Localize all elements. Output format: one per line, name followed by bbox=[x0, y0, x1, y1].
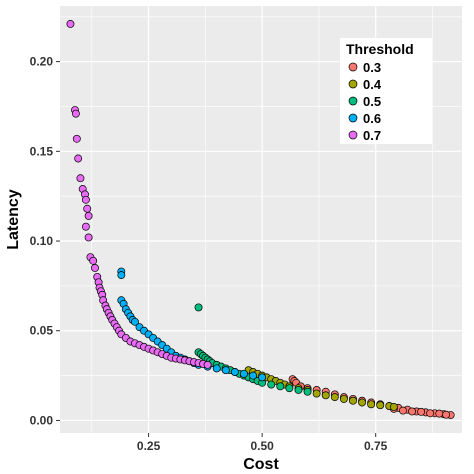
legend-items: 0.3 0.4 0.5 0.6 0.7 bbox=[348, 60, 382, 143]
data-point bbox=[435, 409, 444, 418]
legend-key bbox=[348, 79, 358, 89]
data-point bbox=[130, 317, 139, 326]
data-point bbox=[358, 398, 367, 407]
legend: Threshold 0.3 0.4 0.5 0.6 0.7 bbox=[340, 38, 432, 144]
data-point bbox=[367, 400, 376, 409]
data-point bbox=[72, 134, 81, 143]
data-point bbox=[258, 373, 267, 382]
x-tick-label: 0.50 bbox=[250, 439, 274, 453]
x-axis-ticks: 0.25 0.50 0.75 bbox=[137, 433, 388, 453]
data-point bbox=[417, 407, 426, 416]
y-tick-label: 0.20 bbox=[30, 55, 54, 69]
data-point bbox=[117, 271, 126, 280]
data-point bbox=[276, 382, 285, 391]
data-point bbox=[339, 394, 348, 403]
data-point bbox=[212, 364, 221, 373]
data-point bbox=[426, 409, 435, 418]
data-point bbox=[66, 19, 75, 28]
data-point bbox=[203, 360, 212, 369]
data-points bbox=[66, 19, 455, 420]
data-point bbox=[76, 174, 85, 183]
y-tick-label: 0.10 bbox=[30, 234, 54, 248]
y-axis-ticks: 0.00 0.05 0.10 0.15 0.20 bbox=[30, 55, 60, 427]
data-point bbox=[89, 256, 98, 265]
x-tick-label: 0.25 bbox=[137, 439, 161, 453]
data-point bbox=[285, 384, 294, 393]
legend-title: Threshold bbox=[346, 41, 414, 57]
legend-label: 0.6 bbox=[363, 111, 381, 126]
data-point bbox=[267, 380, 276, 389]
data-point bbox=[303, 387, 312, 396]
data-point bbox=[81, 195, 90, 204]
data-point bbox=[91, 263, 99, 272]
data-point bbox=[221, 366, 230, 375]
legend-key bbox=[348, 113, 358, 123]
data-point bbox=[71, 109, 80, 118]
legend-key bbox=[348, 130, 358, 140]
y-tick-label: 0.00 bbox=[30, 413, 54, 427]
data-point bbox=[249, 371, 258, 380]
data-point bbox=[230, 368, 239, 376]
legend-label: 0.5 bbox=[363, 94, 381, 109]
data-point bbox=[81, 222, 90, 231]
data-point bbox=[376, 401, 385, 410]
grid-lines bbox=[60, 6, 462, 433]
data-point bbox=[398, 406, 407, 415]
legend-box bbox=[340, 38, 432, 144]
data-point bbox=[408, 407, 416, 416]
data-point bbox=[194, 303, 203, 312]
data-point bbox=[349, 396, 357, 405]
y-tick-label: 0.15 bbox=[30, 144, 54, 158]
data-point bbox=[330, 393, 339, 402]
y-axis-title: Latency bbox=[5, 189, 22, 250]
data-point bbox=[294, 385, 303, 394]
data-point bbox=[84, 211, 93, 220]
legend-label: 0.4 bbox=[363, 77, 382, 92]
legend-label: 0.3 bbox=[363, 60, 381, 75]
data-point bbox=[83, 204, 92, 213]
data-point bbox=[240, 369, 248, 378]
legend-key bbox=[348, 96, 358, 106]
data-point bbox=[442, 410, 451, 419]
data-point bbox=[74, 154, 83, 163]
data-point bbox=[321, 391, 330, 400]
data-point bbox=[312, 389, 321, 398]
x-tick-label: 0.75 bbox=[364, 439, 388, 453]
legend-key bbox=[348, 62, 358, 72]
data-point bbox=[389, 403, 398, 411]
data-point bbox=[84, 233, 93, 242]
legend-label: 0.7 bbox=[363, 128, 381, 143]
y-tick-label: 0.05 bbox=[30, 324, 54, 338]
x-axis-title: Cost bbox=[243, 456, 279, 473]
